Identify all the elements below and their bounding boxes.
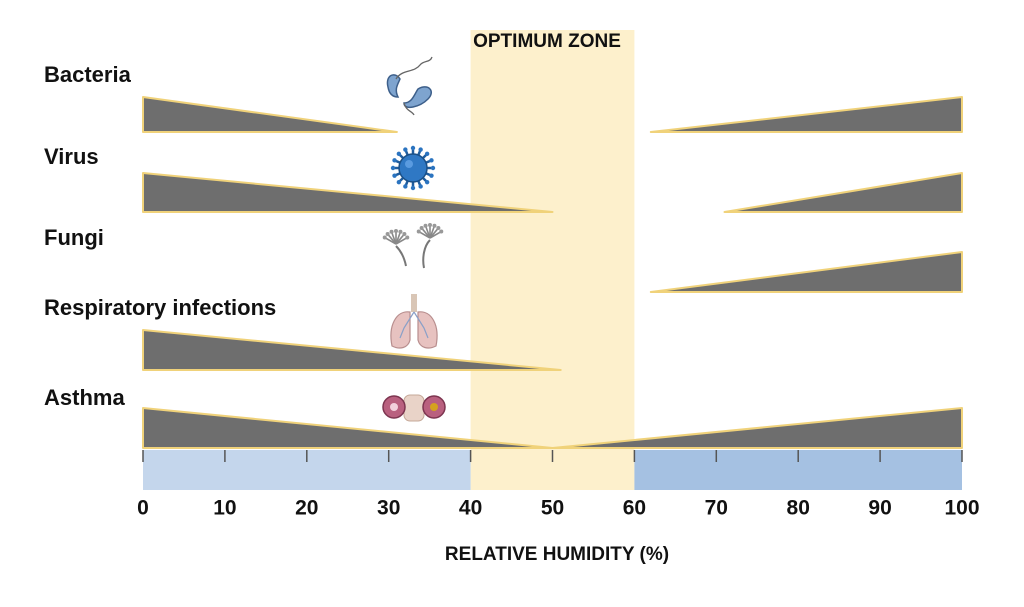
optimum-zone-label: OPTIMUM ZONE — [473, 31, 621, 52]
wedge-right — [649, 96, 963, 133]
x-axis-label: RELATIVE HUMIDITY (%) — [445, 544, 669, 565]
wedges-layer — [142, 96, 963, 449]
x-tick-label: 0 — [137, 496, 149, 519]
wedge-left — [142, 96, 398, 133]
x-axis: 0 10 20 30 40 50 60 70 80 90 100 — [137, 450, 980, 519]
lungs-icon — [390, 294, 438, 349]
category-label: Respiratory infections — [44, 295, 276, 320]
fungi-icon — [382, 223, 444, 269]
x-tick-label: 50 — [541, 496, 564, 519]
wedge-left — [142, 329, 562, 371]
category-label: Bacteria — [44, 62, 132, 87]
category-label: Asthma — [44, 385, 125, 410]
x-tick-label: 100 — [944, 496, 979, 519]
optimum-zone-layer — [470, 30, 635, 490]
bacteria-icon — [386, 56, 433, 116]
x-tick-label: 20 — [295, 496, 318, 519]
x-tick-label: 30 — [377, 496, 400, 519]
x-tick-label: 90 — [868, 496, 891, 519]
icons-layer — [382, 56, 446, 422]
category-label: Virus — [44, 144, 99, 169]
wedge-right — [551, 407, 963, 449]
wedge-right — [723, 172, 963, 213]
x-tick-label: 80 — [787, 496, 810, 519]
optimum-zone-band — [470, 30, 635, 490]
x-tick-label: 40 — [459, 496, 482, 519]
wedge-left — [142, 172, 554, 213]
virus-icon — [390, 145, 436, 191]
x-tick-label: 70 — [705, 496, 728, 519]
wedge-right — [649, 251, 963, 293]
wedge-left — [142, 407, 554, 449]
text-layer: OPTIMUM ZONE RELATIVE HUMIDITY (%) Bacte… — [44, 31, 669, 565]
x-tick-label: 60 — [623, 496, 646, 519]
asthma-lungs-icon — [382, 394, 446, 422]
category-label: Fungi — [44, 225, 104, 250]
x-tick-label: 10 — [213, 496, 236, 519]
